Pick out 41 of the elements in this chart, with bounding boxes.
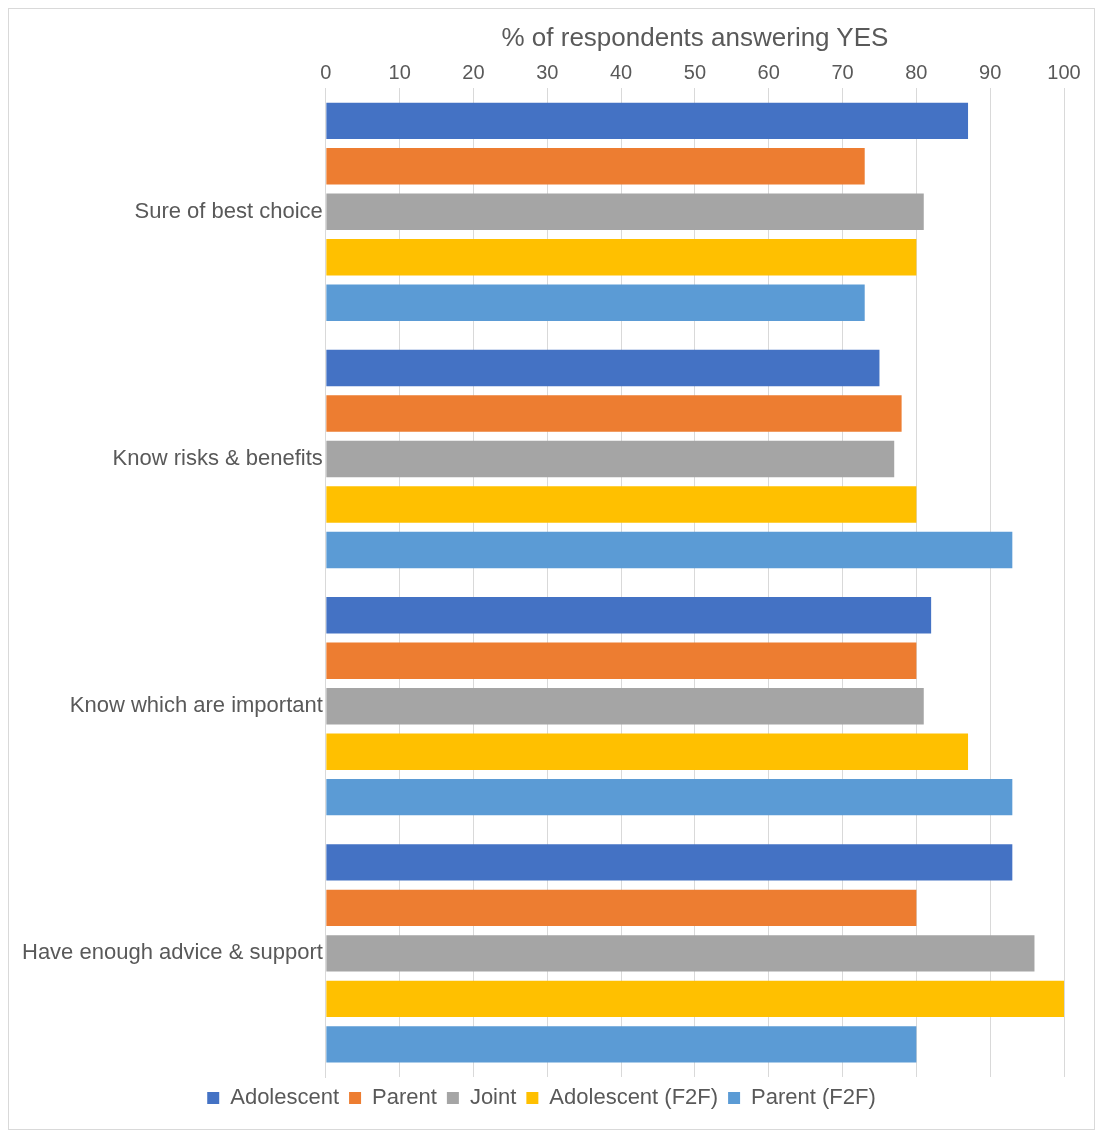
- y-tick-label: Know which are important: [69, 692, 323, 718]
- legend-label: Parent (F2F): [751, 1084, 876, 1110]
- y-tick-label: Have enough advice & support: [21, 939, 323, 965]
- x-tick-label: 20: [462, 60, 485, 83]
- legend-label: Joint: [469, 1084, 517, 1110]
- x-tick-label: 90: [979, 60, 1002, 83]
- bar: [326, 980, 1064, 1018]
- bar: [326, 778, 1013, 816]
- x-tick-label: 0: [320, 60, 332, 83]
- bar: [326, 486, 917, 523]
- bar: [326, 733, 969, 770]
- bar: [326, 844, 1013, 881]
- x-tick-label: 80: [905, 60, 928, 83]
- bar: [326, 531, 1013, 569]
- x-tick-label: 100: [1047, 60, 1081, 83]
- bar: [326, 889, 917, 927]
- x-axis-title: % of respondents answering YES: [501, 21, 889, 52]
- x-tick-label: 30: [536, 60, 559, 83]
- bar: [326, 102, 969, 140]
- legend-label: Adolescent: [230, 1084, 340, 1110]
- x-tick-label: 10: [388, 60, 411, 83]
- bar: [326, 642, 917, 679]
- bar: [326, 597, 932, 634]
- y-tick-label: Know risks & benefits: [112, 445, 323, 471]
- bar: [326, 284, 865, 321]
- bar: [326, 688, 924, 725]
- bar: [326, 440, 895, 478]
- legend-label: Adolescent (F2F): [549, 1084, 719, 1110]
- x-tick-label: 50: [683, 60, 707, 83]
- x-tick-label: 70: [831, 60, 854, 83]
- x-tick-label: 60: [757, 60, 780, 83]
- bar: [326, 1026, 917, 1063]
- x-tick-label: 40: [610, 60, 633, 83]
- bar: [326, 148, 865, 185]
- bar: [326, 239, 917, 276]
- legend-label: Parent: [372, 1084, 437, 1110]
- bar: [326, 395, 902, 432]
- y-tick-label: Sure of best choice: [134, 197, 323, 223]
- bar: [326, 349, 880, 387]
- bar: [326, 193, 924, 230]
- bar: [326, 935, 1035, 972]
